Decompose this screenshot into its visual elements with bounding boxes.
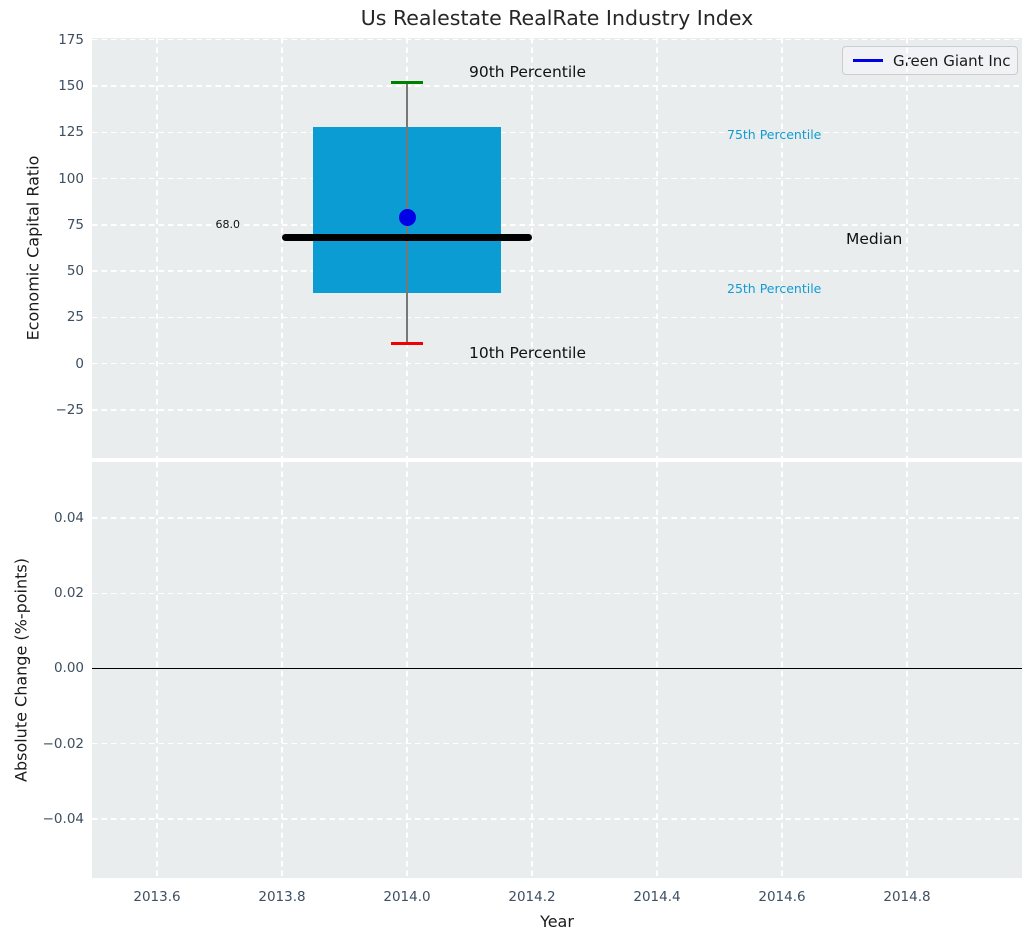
y-tick-label: 0.02 bbox=[53, 585, 84, 602]
gridline-v bbox=[156, 462, 158, 878]
annotation-median: Median bbox=[846, 229, 903, 248]
gridline-h bbox=[92, 85, 1022, 87]
y-tick-label: 0.00 bbox=[53, 660, 84, 677]
gridline-h bbox=[92, 362, 1022, 365]
annotation-10th: 10th Percentile bbox=[469, 344, 587, 363]
gridline-v bbox=[656, 462, 658, 878]
gridline-h bbox=[92, 743, 1022, 745]
gridline-h bbox=[92, 316, 1022, 319]
y-tick-label: −25 bbox=[55, 401, 85, 418]
p10-cap bbox=[391, 341, 423, 345]
x-tick-label: 2013.6 bbox=[133, 889, 181, 905]
y-tick-label: 25 bbox=[66, 309, 84, 326]
annotation-90th: 90th Percentile bbox=[469, 63, 587, 82]
chart-title: Us Realestate RealRate Industry Index bbox=[360, 6, 754, 30]
y-tick-label: 50 bbox=[66, 263, 84, 280]
gridline-v bbox=[781, 38, 783, 458]
annotation-25th: 25th Percentile bbox=[727, 281, 822, 297]
gridline-v bbox=[781, 462, 783, 878]
y-tick-label: 100 bbox=[58, 170, 84, 187]
y-tick-label: −0.02 bbox=[42, 735, 84, 752]
median-line bbox=[282, 234, 532, 242]
company-point bbox=[398, 208, 416, 226]
gridline-h bbox=[92, 131, 1022, 133]
median-value-label: 68.0 bbox=[215, 217, 241, 231]
gridline-h bbox=[92, 224, 1022, 226]
x-tick-label: 2013.8 bbox=[258, 889, 306, 905]
x-tick-label: 2014.4 bbox=[633, 889, 681, 905]
y-tick-label: 75 bbox=[66, 216, 84, 233]
zero-line bbox=[92, 667, 1022, 670]
gridline-v bbox=[531, 38, 533, 458]
y-tick-label: 150 bbox=[58, 78, 84, 95]
y-tick-label: 0.04 bbox=[53, 510, 84, 527]
top-axes bbox=[92, 38, 1022, 458]
bottom-axes bbox=[92, 462, 1022, 878]
y-tick-label: −0.04 bbox=[42, 810, 84, 827]
gridline-h bbox=[92, 517, 1022, 519]
legend: Green Giant Inc bbox=[842, 46, 1018, 75]
x-tick-label: 2014.0 bbox=[383, 889, 431, 905]
gridline-v bbox=[656, 38, 658, 458]
gridline-v bbox=[906, 462, 908, 878]
x-tick-label: 2014.6 bbox=[758, 889, 806, 905]
annotation-75th: 75th Percentile bbox=[727, 127, 822, 143]
gridline-h bbox=[92, 592, 1022, 594]
gridline-v bbox=[281, 462, 283, 878]
x-tick-label: 2014.8 bbox=[883, 889, 931, 905]
gridline-h bbox=[92, 177, 1022, 180]
gridline-v bbox=[406, 462, 408, 878]
y-tick-label: 125 bbox=[58, 124, 84, 141]
p90-cap bbox=[391, 80, 423, 84]
legend-label: Green Giant Inc bbox=[893, 51, 1011, 70]
y-tick-label: 0 bbox=[75, 355, 84, 372]
gridline-v bbox=[281, 38, 283, 458]
gridline-h bbox=[92, 270, 1022, 272]
gridline-h bbox=[92, 818, 1022, 820]
gridline-v bbox=[531, 462, 533, 878]
gridline-v bbox=[156, 38, 158, 458]
gridline-h bbox=[92, 39, 1022, 41]
y-tick-label: 175 bbox=[58, 31, 84, 48]
x-axis-label: Year bbox=[540, 912, 574, 931]
x-tick-label: 2014.2 bbox=[508, 889, 556, 905]
gridline-v bbox=[906, 38, 908, 458]
gridline-h bbox=[92, 409, 1022, 411]
legend-line-sample bbox=[853, 59, 883, 62]
